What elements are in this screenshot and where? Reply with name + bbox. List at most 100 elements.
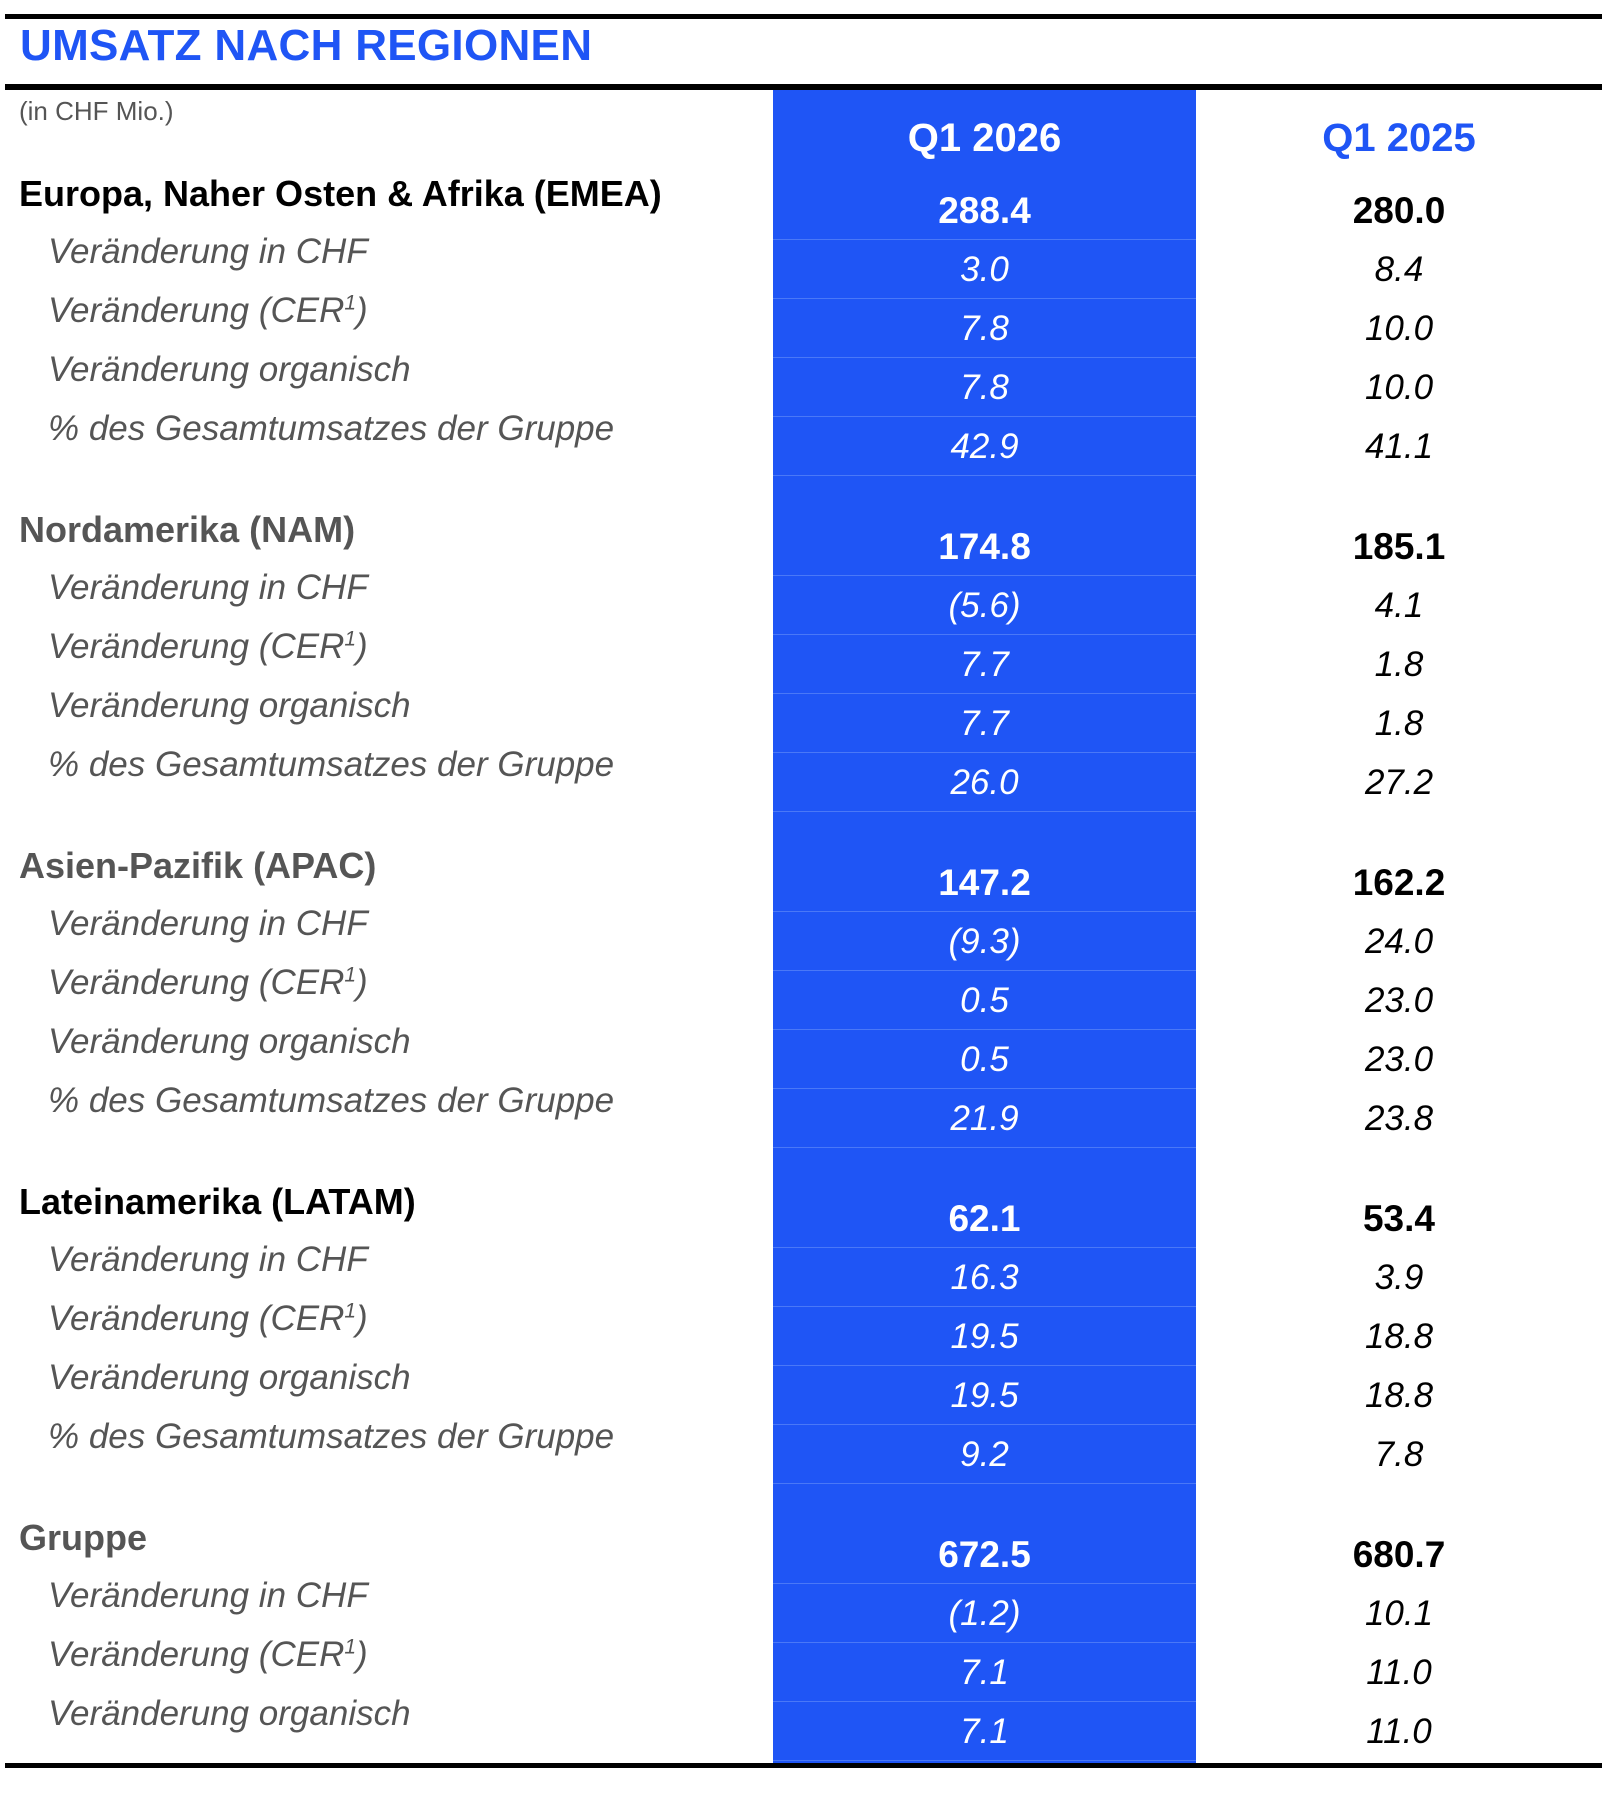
- value-q1-2025: 10.0: [1364, 308, 1434, 348]
- metric-label: Veränderung organisch: [48, 1358, 411, 1398]
- row-separator: [773, 1147, 1196, 1148]
- metric-label-suffix: ): [356, 1299, 368, 1338]
- table-title: UMSATZ NACH REGIONEN: [20, 21, 593, 70]
- value-q1-2026: (5.6): [948, 585, 1021, 625]
- region-name: Gruppe: [19, 1517, 148, 1558]
- metric-label-text: Veränderung in CHF: [48, 568, 368, 607]
- value-q1-2025: 185.1: [1352, 525, 1446, 567]
- metric-label: Veränderung organisch: [48, 350, 411, 390]
- metric-row: % des Gesamtumsatzes der Gruppe 9.2 7.8: [0, 1417, 1602, 1484]
- metric-label-text: Veränderung (CER: [48, 627, 345, 666]
- value-q1-2025: 162.2: [1352, 861, 1446, 903]
- footnote-marker: 1: [344, 963, 357, 987]
- footnote-marker: 1: [344, 627, 357, 651]
- footnote-marker: 1: [344, 291, 357, 315]
- value-q1-2026: 42.9: [950, 426, 1019, 466]
- metric-label: % des Gesamtumsatzes der Gruppe: [48, 1417, 614, 1457]
- value-q1-2025: 1.8: [1374, 644, 1424, 684]
- value-q1-2025: 11.0: [1366, 1711, 1432, 1751]
- value-q1-2026: 19.5: [950, 1375, 1019, 1415]
- metric-label: Veränderung (CER1): [48, 1635, 368, 1675]
- metric-label-text: Veränderung organisch: [48, 686, 411, 725]
- value-q1-2026: 0.5: [960, 1039, 1009, 1079]
- metric-label: Veränderung in CHF: [48, 232, 368, 272]
- value-q1-2025: 11.0: [1366, 1652, 1432, 1692]
- row-separator: [773, 239, 1196, 240]
- metric-label: Veränderung (CER1): [48, 963, 368, 1003]
- metric-row: Veränderung organisch 19.5 18.8: [0, 1358, 1602, 1425]
- value-q1-2025: 280.0: [1352, 189, 1446, 231]
- value-q1-2026: 16.3: [950, 1257, 1019, 1297]
- value-q1-2025: 41.1: [1364, 426, 1434, 466]
- column-header-q1-2025: Q1 2025: [1322, 115, 1476, 160]
- value-q1-2026: 9.2: [960, 1434, 1009, 1474]
- metric-label: Veränderung organisch: [48, 686, 411, 726]
- metric-label-text: Veränderung organisch: [48, 1022, 411, 1061]
- metric-row: Veränderung in CHF (5.6) 4.1: [0, 568, 1602, 635]
- value-q1-2026: 21.9: [950, 1098, 1019, 1138]
- region-row: Gruppe 672.5 680.7: [0, 1517, 1602, 1584]
- row-separator: [773, 693, 1196, 694]
- metric-label: Veränderung (CER1): [48, 291, 368, 331]
- value-q1-2026: 147.2: [938, 861, 1031, 903]
- metric-label: Veränderung in CHF: [48, 1576, 368, 1616]
- metric-row: Veränderung (CER1) 19.5 18.8: [0, 1299, 1602, 1366]
- value-q1-2025: 3.9: [1374, 1257, 1424, 1297]
- row-separator: [773, 1642, 1196, 1643]
- metric-label-text: % des Gesamtumsatzes der Gruppe: [48, 1081, 615, 1120]
- metric-row: Veränderung organisch 7.8 10.0: [0, 350, 1602, 417]
- value-q1-2026: 288.4: [938, 189, 1031, 231]
- value-q1-2026: 7.1: [960, 1652, 1009, 1692]
- metric-row: Veränderung (CER1) 7.1 11.0: [0, 1635, 1602, 1702]
- metric-label: % des Gesamtumsatzes der Gruppe: [48, 1081, 614, 1121]
- metric-label-text: % des Gesamtumsatzes der Gruppe: [48, 745, 615, 784]
- metric-row: Veränderung organisch 0.5 23.0: [0, 1022, 1602, 1089]
- value-q1-2025: 1.8: [1374, 703, 1424, 743]
- metric-label: % des Gesamtumsatzes der Gruppe: [48, 745, 614, 785]
- metric-label-text: Veränderung organisch: [48, 1358, 411, 1397]
- value-q1-2026: 7.1: [960, 1711, 1009, 1751]
- metric-label-text: Veränderung (CER: [48, 1635, 345, 1674]
- row-separator: [773, 911, 1196, 912]
- metric-label-text: Veränderung (CER: [48, 291, 345, 330]
- value-q1-2025: 10.1: [1364, 1593, 1434, 1633]
- metric-label: Veränderung in CHF: [48, 904, 368, 944]
- row-separator: [773, 1424, 1196, 1425]
- metric-label: % des Gesamtumsatzes der Gruppe: [48, 409, 614, 449]
- row-separator: [773, 1760, 1196, 1761]
- value-q1-2025: 23.0: [1364, 980, 1434, 1020]
- region-row: Nordamerika (NAM) 174.8 185.1: [0, 509, 1602, 576]
- row-separator: [773, 1701, 1196, 1702]
- value-q1-2026: 174.8: [938, 525, 1031, 567]
- metric-row: Veränderung in CHF (1.2) 10.1: [0, 1576, 1602, 1643]
- metric-label-text: % des Gesamtumsatzes der Gruppe: [48, 1417, 615, 1456]
- region-name: Lateinamerika (LATAM): [19, 1181, 416, 1222]
- value-q1-2026: 19.5: [950, 1316, 1019, 1356]
- metric-label-text: Veränderung in CHF: [48, 1576, 368, 1615]
- metric-label: Veränderung in CHF: [48, 1240, 368, 1280]
- metric-label-text: Veränderung organisch: [48, 1694, 411, 1733]
- row-separator: [773, 1306, 1196, 1307]
- value-q1-2026: 3.0: [960, 249, 1009, 289]
- metric-row: % des Gesamtumsatzes der Gruppe 42.9 41.1: [0, 409, 1602, 476]
- metric-row: Veränderung organisch 7.7 1.8: [0, 686, 1602, 753]
- column-header-q1-2026: Q1 2026: [907, 115, 1062, 160]
- value-q1-2025: 53.4: [1362, 1197, 1435, 1239]
- top-rule: [5, 14, 1602, 19]
- metric-row: Veränderung in CHF 16.3 3.9: [0, 1240, 1602, 1307]
- bottom-rule: [5, 1763, 1602, 1768]
- metric-label: Veränderung (CER1): [48, 627, 368, 667]
- value-q1-2026: (1.2): [948, 1593, 1021, 1633]
- region-row: Lateinamerika (LATAM) 62.1 53.4: [0, 1181, 1602, 1248]
- metric-label-text: Veränderung (CER: [48, 963, 345, 1002]
- metric-row: Veränderung (CER1) 7.7 1.8: [0, 627, 1602, 694]
- region-name: Asien-Pazifik (APAC): [19, 845, 377, 886]
- metric-label: Veränderung organisch: [48, 1694, 411, 1734]
- value-q1-2025: 680.7: [1352, 1533, 1446, 1575]
- region-row: Asien-Pazifik (APAC) 147.2 162.2: [0, 845, 1602, 912]
- row-separator: [773, 298, 1196, 299]
- value-q1-2026: 62.1: [948, 1197, 1021, 1239]
- metric-label-text: Veränderung in CHF: [48, 1240, 368, 1279]
- metric-row: Veränderung organisch 7.1 11.0: [0, 1694, 1602, 1761]
